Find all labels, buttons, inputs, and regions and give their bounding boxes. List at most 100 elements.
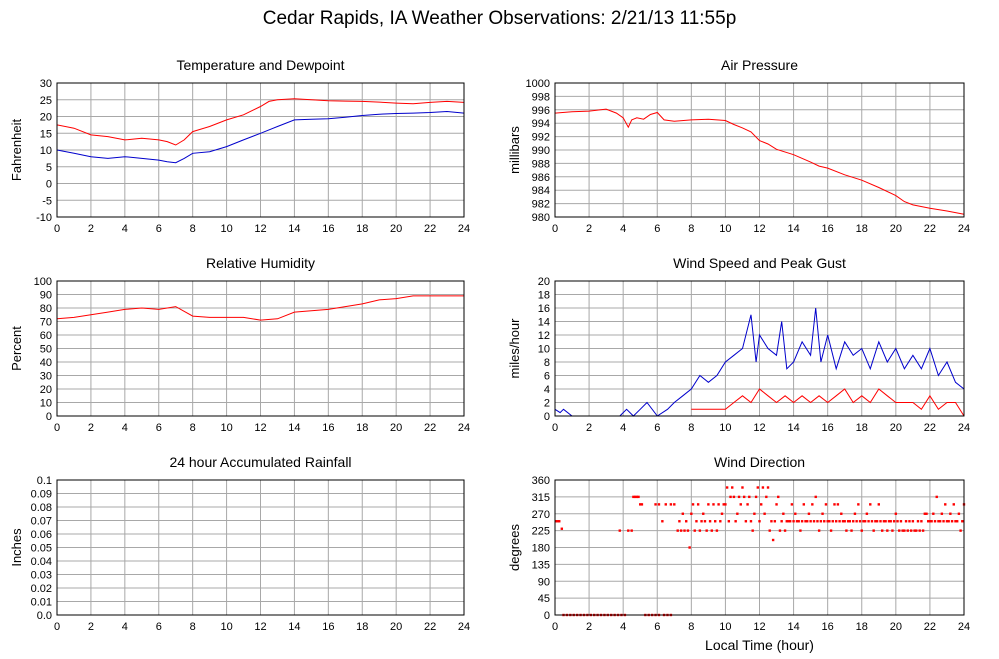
x-tick-label: 6 [156,422,162,434]
x-tick-label: 24 [958,223,970,235]
plot-frame [56,479,465,616]
data-point [957,512,961,515]
chart-title: Wind Speed and Peak Gust [673,255,846,271]
x-tick-label: 18 [856,422,868,434]
data-point [753,512,756,515]
y-tick-label: 0.06 [31,529,52,541]
series-line-1 [56,98,465,146]
y-tick-label: 18 [538,290,550,302]
data-point [850,529,853,532]
data-point [843,520,846,523]
data-point [683,529,686,532]
data-point [920,520,923,523]
y-tick-label: 100 [34,276,52,288]
x-tick-label: 24 [458,422,470,434]
data-point [657,503,661,506]
plot-frame [554,82,965,218]
data-point [637,495,640,499]
y-tick-label: -10 [36,212,52,224]
y-tick-label: 90 [538,576,550,588]
data-point [766,486,770,489]
data-point [746,503,749,506]
data-point [889,520,892,523]
x-tick-label: 18 [356,223,368,235]
x-tick-label: 2 [88,223,94,235]
data-point [870,520,874,523]
x-tick-label: 16 [322,223,334,235]
data-point [635,495,638,499]
data-point [691,503,695,506]
y-tick-label: 982 [532,199,550,211]
data-point [775,503,778,506]
y-tick-label: 996 [532,105,550,117]
y-tick-label: 70 [40,317,52,329]
y-tick-label: 998 [532,91,550,103]
data-point [824,503,828,506]
y-tick-label: 0.03 [31,570,52,582]
chart-title: Relative Humidity [206,255,315,271]
chart-rainfall: 0 2 4 6 8 10 12 14 16 18 20 22 240.00.010.020.030.04… [9,454,470,633]
data-point [771,538,775,542]
x-tick-label: 20 [890,621,902,633]
data-point [898,529,901,532]
data-point [664,503,667,506]
x-tick-label: 4 [122,223,128,235]
x-tick-label: 10 [220,223,232,235]
x-tick-label: 22 [424,621,436,633]
data-point [833,503,836,506]
chart-pressure: 0 2 4 6 8 10 12 14 16 18 20 22 249809829849869889909… [507,57,970,235]
data-point [713,520,717,523]
y-tick-label: 6 [544,371,550,383]
plot-frame [56,82,465,218]
y-tick-label: 0.02 [31,583,52,595]
x-tick-label: 6 [156,621,162,633]
data-point [831,520,834,523]
data-point [811,503,814,506]
data-point [901,529,904,532]
data-point [906,529,909,532]
plot-frame [554,280,965,417]
y-tick-label: 0.1 [37,475,52,487]
x-tick-label: 0 [54,422,60,434]
data-point [872,529,875,532]
y-tick-label: 25 [40,95,52,107]
y-tick-label: 2 [544,398,550,410]
x-tick-label: 18 [856,621,868,633]
data-point [560,527,564,530]
x-tick-label: 16 [322,422,334,434]
data-point [681,512,685,515]
y-tick-label: 20 [538,276,550,288]
x-tick-label: 18 [356,621,368,633]
data-point [802,503,806,506]
y-tick-label: 0.09 [31,489,52,501]
data-point [812,520,816,523]
data-point [855,520,858,523]
x-tick-label: 22 [924,223,936,235]
data-point [840,512,843,515]
data-point [731,486,734,489]
x-tick-label: 8 [190,223,196,235]
data-point [887,520,891,523]
x-tick-label: 8 [190,621,196,633]
data-point [719,520,722,523]
data-point [632,495,635,499]
x-tick-label: 0 [552,621,558,633]
x-tick-label: 2 [586,223,592,235]
series-line-2 [56,110,465,164]
series-line-1 [554,108,965,215]
data-point [788,520,792,523]
y-tick-label: 315 [532,492,550,504]
x-tick-label: 4 [122,621,128,633]
data-point [768,529,771,532]
data-point [785,520,788,523]
data-point [639,503,642,506]
data-point [698,529,702,532]
data-point [927,520,930,523]
data-point [928,520,932,523]
data-point [879,520,882,523]
x-tick-label: 10 [220,422,232,434]
data-point [915,529,918,532]
data-point [945,520,949,523]
y-tick-label: 988 [532,158,550,170]
data-point [558,520,561,523]
